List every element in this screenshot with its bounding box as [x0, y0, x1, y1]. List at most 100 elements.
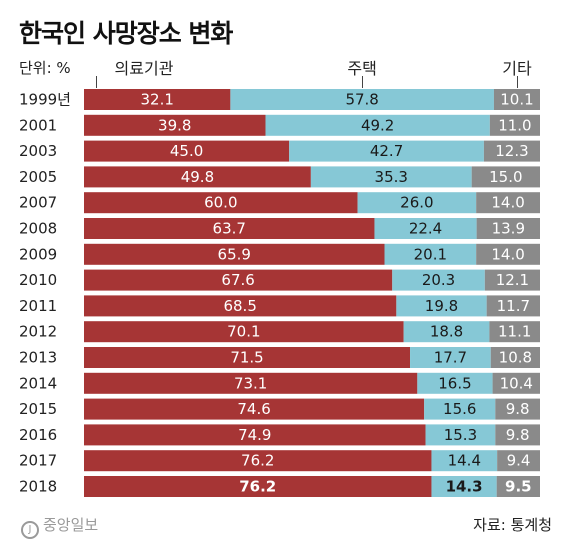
- value-label-home: 14.4: [448, 452, 481, 470]
- year-label: 2011: [19, 297, 57, 315]
- bar-other: [492, 372, 540, 394]
- bar-other: [489, 114, 540, 136]
- value-label-other: 12.1: [496, 271, 529, 289]
- bar-home: [417, 372, 493, 394]
- value-label-other: 13.9: [492, 220, 525, 238]
- bar-medical: [84, 140, 290, 162]
- bar-medical: [84, 114, 266, 136]
- bar-home: [396, 295, 487, 317]
- value-label-other: 11.0: [498, 116, 531, 134]
- value-label-medical: 76.2: [239, 478, 276, 496]
- bar-medical: [84, 192, 358, 214]
- value-label-home: 42.7: [370, 142, 403, 160]
- bar-medical: [84, 347, 411, 368]
- value-label-home: 15.3: [444, 426, 477, 444]
- legend-other: 기타: [502, 59, 532, 78]
- bar-home: [357, 192, 477, 214]
- bar-medical: [84, 476, 432, 497]
- value-label-other: 10.1: [500, 91, 533, 109]
- value-label-medical: 67.6: [221, 271, 254, 289]
- year-label: 2008: [19, 220, 57, 238]
- value-label-home: 16.5: [438, 374, 471, 392]
- bar-medical: [84, 89, 231, 110]
- bar-other: [495, 398, 540, 420]
- bar-other: [496, 476, 540, 497]
- year-label: 2010: [19, 271, 57, 289]
- value-label-home: 18.8: [430, 323, 463, 341]
- bar-home: [384, 243, 477, 265]
- value-label-home: 26.0: [400, 194, 433, 212]
- bar-home: [374, 218, 477, 239]
- bar-other: [471, 166, 540, 188]
- bar-other: [484, 269, 540, 291]
- value-label-home: 22.4: [409, 220, 442, 238]
- bar-other: [476, 192, 540, 214]
- bar-home: [425, 424, 496, 446]
- value-label-home: 49.2: [361, 116, 394, 134]
- value-label-medical: 45.0: [170, 142, 203, 160]
- year-label: 1999년: [19, 91, 71, 109]
- value-label-medical: 73.1: [234, 374, 267, 392]
- value-label-other: 9.8: [506, 426, 530, 444]
- value-label-home: 14.3: [446, 478, 483, 496]
- value-label-medical: 71.5: [230, 349, 263, 367]
- bar-home: [230, 89, 494, 110]
- year-label: 2001: [19, 116, 57, 134]
- bar-other: [495, 424, 540, 446]
- value-label-other: 11.7: [497, 297, 530, 315]
- value-label-home: 20.3: [422, 271, 455, 289]
- year-label: 2016: [19, 426, 57, 444]
- value-label-other: 10.4: [500, 374, 533, 392]
- bar-medical: [84, 166, 311, 188]
- legend-leader-other: [516, 76, 518, 88]
- year-label: 2017: [19, 452, 57, 470]
- bar-home: [431, 450, 498, 472]
- value-label-other: 11.1: [498, 323, 531, 341]
- bar-home: [410, 347, 491, 368]
- bar-other: [490, 347, 540, 368]
- year-label: 2014: [19, 374, 57, 392]
- legend-home: 주택: [347, 59, 377, 78]
- bar-medical: [84, 218, 375, 239]
- bar-other: [493, 89, 540, 110]
- bar-home: [392, 269, 485, 291]
- value-label-medical: 32.1: [140, 91, 173, 109]
- bar-other: [497, 450, 540, 472]
- bar-home: [265, 114, 490, 136]
- value-label-medical: 39.8: [158, 116, 191, 134]
- bar-home: [424, 398, 496, 420]
- value-label-medical: 65.9: [218, 245, 251, 263]
- value-label-other: 15.0: [489, 168, 522, 186]
- year-label: 2015: [19, 400, 57, 418]
- year-label: 2005: [19, 168, 57, 186]
- legend-leader-home: [362, 76, 364, 88]
- source-note: 자료: 통계청: [473, 516, 552, 534]
- value-label-other: 9.4: [507, 452, 531, 470]
- bar-medical: [84, 321, 404, 343]
- value-label-medical: 70.1: [227, 323, 260, 341]
- value-label-medical: 74.6: [237, 400, 270, 418]
- value-label-medical: 68.5: [223, 297, 256, 315]
- value-label-home: 15.6: [443, 400, 476, 418]
- value-label-other: 10.8: [499, 349, 532, 367]
- value-label-other: 9.8: [506, 400, 530, 418]
- bar-home: [310, 166, 472, 188]
- legend-medical: 의료기관: [114, 59, 174, 78]
- unit-label: 단위: %: [19, 59, 71, 77]
- logo-mark-icon: J: [21, 521, 39, 539]
- logo-text: 중앙일보: [43, 516, 99, 534]
- bar-other: [476, 243, 540, 265]
- bar-home: [289, 140, 484, 162]
- year-label: 2012: [19, 323, 57, 341]
- year-label: 2003: [19, 142, 57, 160]
- bar-medical: [84, 269, 393, 291]
- value-label-medical: 74.9: [238, 426, 271, 444]
- bar-other: [486, 295, 540, 317]
- value-label-other: 14.0: [491, 245, 524, 263]
- bar-home: [403, 321, 490, 343]
- bar-home: [431, 476, 497, 497]
- bar-medical: [84, 372, 418, 394]
- value-label-home: 17.7: [434, 349, 467, 367]
- bar-medical: [84, 398, 425, 420]
